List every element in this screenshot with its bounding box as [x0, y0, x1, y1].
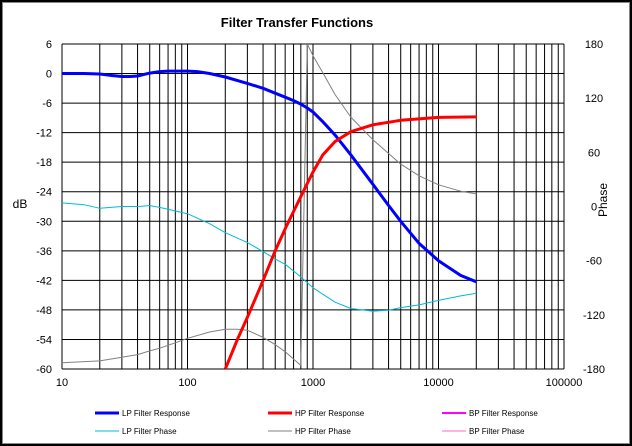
legend-label: HP Filter Phase — [295, 427, 351, 436]
legend-label: BP Filter Response — [469, 409, 538, 418]
legend-label: LP Filter Response — [122, 409, 190, 418]
y-tick-label: -24 — [36, 187, 52, 199]
legend-label: LP Filter Phase — [122, 427, 177, 436]
series-line-hp-filter-response — [223, 115, 477, 369]
chart-title: Filter Transfer Functions — [221, 15, 373, 30]
y-tick-label: -6 — [42, 98, 52, 110]
grid — [61, 43, 565, 370]
y-tick-label: -60 — [36, 364, 52, 376]
y-tick-label: 6 — [46, 39, 52, 51]
y2-axis-label: Phase — [596, 183, 610, 217]
y-tick-label: -48 — [36, 305, 52, 317]
y-tick-label: -54 — [36, 334, 52, 346]
y-tick-label: -18 — [36, 157, 52, 169]
legend-label: BP Filter Phase — [469, 427, 525, 436]
y2-tick-label: -120 — [583, 310, 605, 322]
x-tick-label: 100 — [178, 377, 196, 389]
tick-labels: 10 100 1000 10000 10000060-6-12-18-24-30-36-… — [36, 39, 605, 389]
series-line-lp-filter-phase — [62, 202, 477, 312]
y2-tick-label: 120 — [585, 93, 603, 105]
series-line-hp-filter-phase — [62, 44, 477, 366]
y2-tick-label: 0 — [591, 202, 597, 214]
y-tick-label: -36 — [36, 246, 52, 258]
series-line-lp-filter-response — [62, 69, 477, 284]
y2-tick-label: -180 — [583, 364, 605, 376]
y-tick-label: 0 — [46, 69, 52, 81]
y-tick-label: -12 — [36, 128, 52, 140]
y2-tick-label: -60 — [586, 256, 602, 268]
y-tick-label: -42 — [36, 275, 52, 287]
y-axis-label: dB — [13, 197, 28, 211]
x-tick-label: 10000 — [423, 377, 454, 389]
y-tick-label: -30 — [36, 216, 52, 228]
y2-tick-label: 180 — [585, 39, 603, 51]
x-tick-label: 1000 — [301, 377, 325, 389]
x-tick-label: 100000 — [546, 377, 583, 389]
legend-label: HP Filter Response — [295, 409, 365, 418]
x-tick-label: 10 — [56, 377, 68, 389]
plot-area — [62, 44, 477, 369]
y2-tick-label: 60 — [588, 147, 600, 159]
legend: LP Filter Response HP Filter Response BP F… — [95, 409, 538, 436]
